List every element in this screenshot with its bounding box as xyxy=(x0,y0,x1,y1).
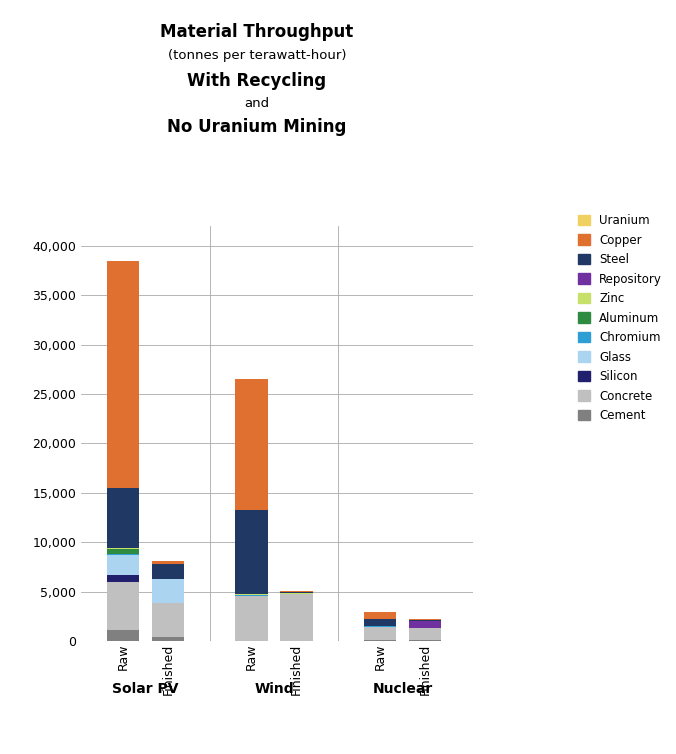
Bar xyxy=(364,627,396,640)
Bar xyxy=(107,261,139,489)
Text: Material Throughput: Material Throughput xyxy=(160,23,354,41)
Text: Wind: Wind xyxy=(254,682,294,697)
Bar xyxy=(409,620,441,621)
Bar xyxy=(364,640,396,641)
Text: Solar PV: Solar PV xyxy=(112,682,178,697)
Bar xyxy=(235,379,268,510)
Bar xyxy=(152,603,184,637)
Bar xyxy=(281,590,312,592)
Bar xyxy=(235,593,268,596)
Bar xyxy=(107,489,139,547)
Text: With Recycling: With Recycling xyxy=(187,72,327,90)
Bar xyxy=(409,640,441,641)
Bar xyxy=(409,621,441,628)
Bar xyxy=(107,555,139,575)
Bar xyxy=(364,612,396,619)
Text: and: and xyxy=(244,97,270,109)
Bar xyxy=(107,575,139,581)
Bar xyxy=(235,510,268,593)
Bar xyxy=(235,596,268,641)
Bar xyxy=(409,628,441,640)
Text: No Uranium Mining: No Uranium Mining xyxy=(167,118,347,136)
Text: Nuclear: Nuclear xyxy=(372,682,433,697)
Bar xyxy=(107,581,139,630)
Bar xyxy=(152,561,184,564)
Bar xyxy=(364,626,396,627)
Bar xyxy=(152,564,184,579)
Bar xyxy=(107,630,139,641)
Bar xyxy=(409,619,441,620)
Bar xyxy=(107,553,139,555)
Bar xyxy=(281,593,312,641)
Legend: Uranium, Copper, Steel, Repository, Zinc, Aluminum, Chromium, Glass, Silicon, Co: Uranium, Copper, Steel, Repository, Zinc… xyxy=(573,210,667,427)
Bar xyxy=(107,549,139,553)
Bar xyxy=(281,592,312,593)
Bar xyxy=(364,619,396,626)
Text: (tonnes per terawatt-hour): (tonnes per terawatt-hour) xyxy=(168,49,346,62)
Bar xyxy=(152,579,184,603)
Bar xyxy=(152,637,184,641)
Bar xyxy=(107,547,139,549)
